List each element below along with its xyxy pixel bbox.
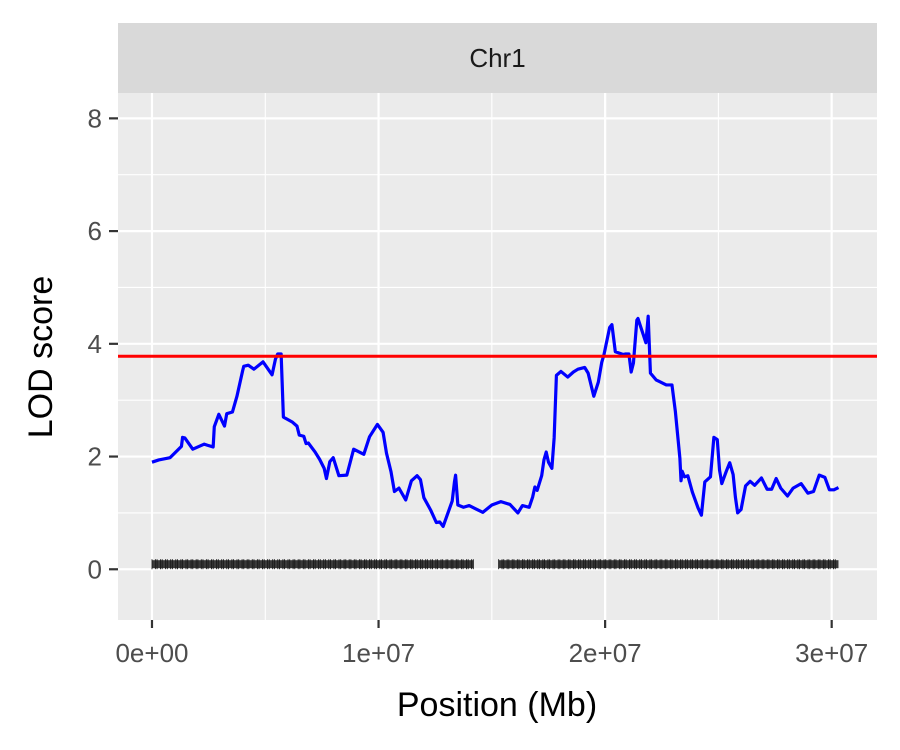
facet-strip: [118, 23, 877, 93]
y-tick-label: 0: [88, 554, 102, 584]
y-tick-label: 4: [88, 329, 102, 359]
y-tick-label: 2: [88, 442, 102, 472]
y-tick-label: 8: [88, 103, 102, 133]
marker-rug: [151, 559, 839, 570]
facet-strip-label: Chr1: [469, 43, 525, 73]
x-axis: 0e+00 1e+07 2e+07 3e+07: [115, 620, 868, 668]
x-tick-label: 0e+00: [115, 638, 188, 668]
x-tick-label: 3e+07: [795, 638, 868, 668]
marker-rug-band: [151, 560, 474, 569]
x-axis-title: Position (Mb): [397, 686, 597, 724]
y-axis-title: LOD score: [22, 276, 60, 439]
y-axis: 0 2 4 6 8: [88, 103, 118, 584]
marker-rug-band: [498, 560, 839, 569]
x-tick-label: 2e+07: [569, 638, 642, 668]
series-line-lod: [151, 314, 840, 529]
y-tick-label: 6: [88, 216, 102, 246]
x-tick-label: 1e+07: [342, 638, 415, 668]
